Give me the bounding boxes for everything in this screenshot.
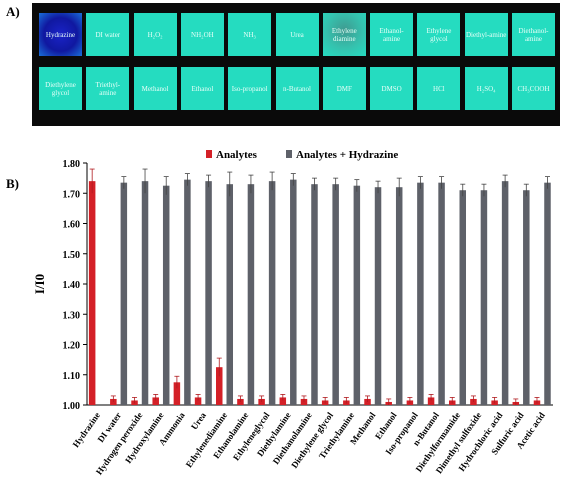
vial-tile: Ethanol xyxy=(180,67,224,110)
bar-analyte-hydrazine xyxy=(374,187,382,405)
panel-b-label: B) xyxy=(6,176,19,191)
bar-analyte-hydrazine xyxy=(501,181,509,405)
vial-tile: DI water xyxy=(86,13,130,56)
bar-analyte-hydrazine xyxy=(459,190,467,405)
vial-tile: HCl xyxy=(417,67,461,110)
vial-tile: n-Butanol xyxy=(275,67,319,110)
vial-tile: DMF xyxy=(322,67,366,110)
legend-swatch-analytes-hydrazine xyxy=(286,150,292,158)
vial-tile: DMSO xyxy=(370,67,414,110)
vial-tile: Diethyl-amine xyxy=(464,13,508,56)
y-tick-label: 1.10 xyxy=(63,371,81,382)
vial-label: DI water xyxy=(95,30,121,39)
vial-tile: NH₃ xyxy=(228,13,272,56)
vial-tile: NH₂OH xyxy=(180,13,224,56)
y-tick-label: 1.80 xyxy=(63,159,81,170)
vial-label: Ethylene glycol xyxy=(426,26,452,43)
vial-label: Hydrazine xyxy=(45,30,76,39)
legend-label-analytes: Analytes xyxy=(216,149,258,161)
vial-tile: Iso-propanol xyxy=(228,67,272,110)
panel-a-label: A) xyxy=(6,4,20,19)
vial-label: Ethanol-amine xyxy=(379,26,404,43)
vial-tile: Ethylene diamine xyxy=(322,13,366,56)
bar-analyte-hydrazine xyxy=(395,187,403,405)
bar-analyte-hydrazine xyxy=(205,181,212,405)
bar-analyte xyxy=(88,181,96,405)
bar-analyte-hydrazine xyxy=(438,182,445,405)
y-tick-label: 1.00 xyxy=(63,401,81,412)
y-axis-title: I/I0 xyxy=(32,274,47,294)
bar-analyte xyxy=(152,397,159,405)
bar-analyte-hydrazine xyxy=(480,190,488,405)
vial-label: Urea xyxy=(290,30,304,39)
y-tick-label: 1.30 xyxy=(63,310,81,321)
vial-tile: Ethylene glycol xyxy=(417,13,461,56)
bar-analyte-hydrazine xyxy=(162,185,170,405)
vial-label: HCl xyxy=(433,84,445,93)
y-tick-label: 1.40 xyxy=(63,280,81,291)
bar-analyte-hydrazine xyxy=(523,190,530,405)
bar-analyte xyxy=(427,397,435,405)
bar-analyte-hydrazine xyxy=(544,182,551,405)
vial-tile: H₂O₂ xyxy=(133,13,177,56)
bar-analyte xyxy=(279,397,287,405)
vial-label: NH₂OH xyxy=(191,30,214,39)
bar-analyte-hydrazine xyxy=(311,184,318,405)
vial-tile: Triethyl-amine xyxy=(86,67,130,110)
bar-analyte-hydrazine xyxy=(247,184,255,405)
vial-label: n-Butanol xyxy=(283,84,311,93)
bar-analyte-hydrazine xyxy=(332,184,339,405)
legend-swatch-analytes xyxy=(206,150,212,158)
vial-label: Ethylene diamine xyxy=(331,26,357,43)
vial-label: DMSO xyxy=(381,84,402,93)
x-tick-label: Hydrazine xyxy=(71,410,102,449)
vial-label: Iso-propanol xyxy=(231,84,268,93)
y-tick-label: 1.70 xyxy=(63,189,81,200)
bar-analyte-hydrazine xyxy=(141,181,149,405)
vial-tile: Ethanol-amine xyxy=(370,13,414,56)
vial-photo-panel: Hydrazine DI water H₂O₂ NH₂OH NH₃ Urea Ethylen… xyxy=(32,3,560,126)
vial-label: NH₃ xyxy=(243,30,256,39)
vial-tile: Diethylene glycol xyxy=(39,67,82,110)
bar-analyte-hydrazine xyxy=(290,179,297,405)
y-tick-label: 1.50 xyxy=(63,250,81,261)
vial-label: Methanol xyxy=(141,84,169,93)
y-tick-label: 1.20 xyxy=(63,341,81,352)
vial-tile: Urea xyxy=(275,13,319,56)
legend-label-analytes-hydrazine: Analytes + Hydrazine xyxy=(296,149,398,161)
bar-analyte xyxy=(173,382,181,405)
bar-analyte-hydrazine xyxy=(353,185,361,405)
vial-tile: Diethanol-amine xyxy=(512,13,555,56)
vial-label: Diethyl-amine xyxy=(465,30,507,39)
bar-analyte xyxy=(194,397,202,405)
bar-analyte-hydrazine xyxy=(268,181,276,405)
bar-analyte-hydrazine xyxy=(184,179,191,405)
vial-label: Diethanol-amine xyxy=(518,26,549,43)
bar-analyte xyxy=(216,367,223,405)
vial-label: Diethylene glycol xyxy=(45,80,76,97)
vial-tile: H₂SO₄ xyxy=(464,67,508,110)
vial-label: Triethyl-amine xyxy=(95,80,121,97)
vial-label: CH₃COOH xyxy=(517,84,550,93)
vial-label: Ethanol xyxy=(191,84,214,93)
vial-label: DMF xyxy=(336,84,352,93)
vial-tile: Methanol xyxy=(133,67,177,110)
vial-tile: CH₃COOH xyxy=(512,67,555,110)
vial-label: H₂O₂ xyxy=(147,30,163,39)
vial-tile: Hydrazine xyxy=(39,13,82,56)
x-tick-label: Urea xyxy=(189,410,208,432)
bar-analyte-hydrazine xyxy=(120,182,128,405)
bar-analyte-hydrazine xyxy=(226,184,234,405)
y-tick-label: 1.60 xyxy=(63,220,81,231)
bar-analyte-hydrazine xyxy=(417,182,424,405)
vial-label: H₂SO₄ xyxy=(476,84,496,93)
